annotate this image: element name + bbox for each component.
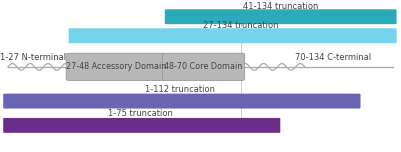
Text: 27-134 truncation: 27-134 truncation: [203, 21, 278, 30]
FancyBboxPatch shape: [3, 94, 360, 109]
Text: 27-48 Accessory Domain: 27-48 Accessory Domain: [66, 62, 166, 71]
Text: 48-70 Core Domain: 48-70 Core Domain: [164, 62, 243, 71]
Text: 41-134 truncation: 41-134 truncation: [243, 2, 318, 11]
FancyBboxPatch shape: [3, 118, 280, 133]
Text: 1-27 N-terminal: 1-27 N-terminal: [0, 53, 67, 62]
FancyBboxPatch shape: [66, 53, 166, 81]
Text: 1-112 truncation: 1-112 truncation: [146, 85, 215, 94]
FancyBboxPatch shape: [165, 9, 397, 24]
FancyBboxPatch shape: [69, 28, 397, 43]
Text: 70-134 C-terminal: 70-134 C-terminal: [295, 53, 371, 62]
FancyBboxPatch shape: [162, 53, 245, 81]
Text: 1-75 truncation: 1-75 truncation: [108, 109, 173, 119]
